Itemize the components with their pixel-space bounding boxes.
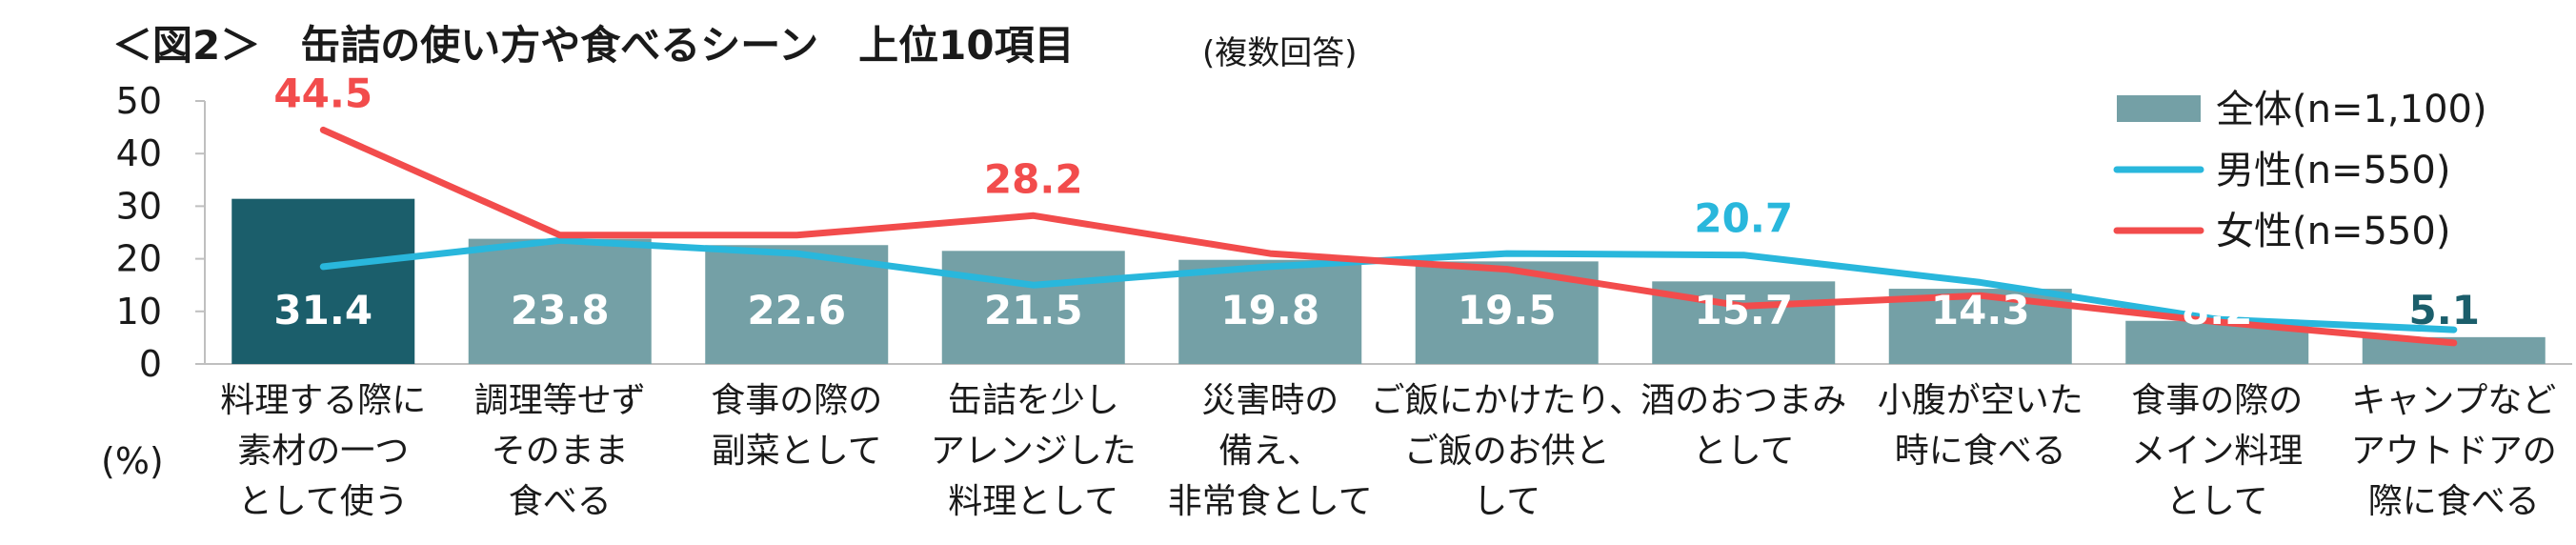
y-axis-unit: (%) (101, 440, 164, 482)
bar-value-label: 21.5 (984, 287, 1083, 333)
category-label: 食べる (509, 482, 612, 521)
category-label: として (2166, 482, 2268, 521)
category-label: 缶詰を少し (948, 381, 1119, 420)
bar-value-label: 22.6 (747, 287, 846, 333)
bar-value-label: 23.8 (511, 287, 610, 333)
legend-label: 全体(n=1,100) (2216, 88, 2487, 131)
data-label: 20.7 (1694, 195, 1793, 242)
category-label: アレンジした (931, 432, 1137, 471)
y-tick-label: 30 (116, 185, 162, 227)
category-label: 備え、 (1218, 432, 1321, 471)
chart-title: ＜図2＞ 缶詰の使い方や食べるシーン 上位10項目 (112, 22, 1075, 69)
category-label: 非常食として (1168, 482, 1373, 521)
bar-value-label: 5.1 (2409, 287, 2480, 333)
category-label: 素材の一つ (237, 432, 409, 471)
category-label: して (1473, 482, 1540, 521)
category-label: 酒のおつまみ (1640, 381, 1846, 420)
bar (1178, 259, 1362, 364)
category-label: そのまま (492, 432, 629, 471)
category-label: 時に食べる (1895, 432, 2066, 471)
data-label: 44.5 (273, 70, 372, 116)
category-label: 副菜として (712, 432, 882, 471)
category-label: 料理する際に (220, 381, 426, 420)
legend-label: 男性(n=550) (2216, 149, 2450, 192)
category-label: アウトドアの (2351, 432, 2557, 471)
category-label: メイン料理 (2131, 432, 2303, 471)
category-label: 際に食べる (2368, 482, 2540, 521)
category-label: キャンプなど (2351, 381, 2556, 420)
category-label: ご飯にかけたり、 (1370, 381, 1643, 420)
category-label: 料理として (948, 482, 1118, 521)
y-tick-label: 20 (116, 238, 162, 280)
bar-value-label: 15.7 (1694, 287, 1793, 333)
bar-value-label: 8.2 (2182, 287, 2252, 333)
chart-subtitle: (複数回答) (1202, 34, 1358, 72)
bar (468, 238, 652, 364)
data-label: 28.2 (984, 155, 1083, 202)
y-tick-label: 10 (116, 291, 162, 333)
legend-label: 女性(n=550) (2216, 210, 2450, 253)
bar-value-label: 14.3 (1931, 287, 2030, 333)
category-label: として (1693, 432, 1795, 471)
category-label: 災害時の (1201, 381, 1338, 420)
bar-value-label: 31.4 (273, 287, 372, 333)
female-series-line (319, 126, 2458, 347)
category-label: 食事の際の (2131, 381, 2303, 420)
y-tick-label: 40 (116, 132, 162, 174)
y-tick-label: 50 (116, 80, 162, 122)
category-label: として使う (238, 482, 409, 521)
y-tick-label: 0 (139, 343, 162, 385)
bar-value-label: 19.8 (1220, 287, 1319, 333)
category-label: 調理等せず (474, 381, 646, 420)
bar (231, 198, 415, 364)
bar-value-label: 19.5 (1458, 287, 1557, 333)
bar (941, 251, 1125, 364)
category-label: 小腹が空いた (1878, 381, 2083, 420)
legend-swatch-bar (2117, 95, 2201, 122)
category-label: 食事の際の (711, 381, 882, 420)
category-label: ご飯のお供と (1404, 432, 1610, 471)
